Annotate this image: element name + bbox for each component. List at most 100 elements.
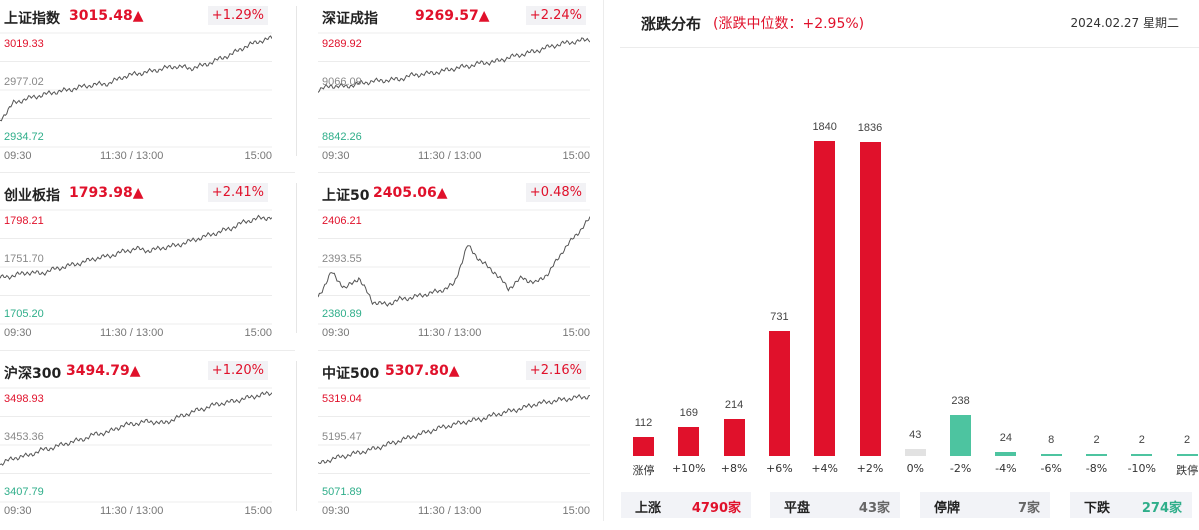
- time-end: 15:00: [244, 150, 272, 162]
- distribution-bar-group[interactable]: 1836 +2%: [848, 60, 893, 480]
- distribution-bar: [1040, 454, 1062, 456]
- distribution-bar-group[interactable]: 1840 +4%: [802, 60, 847, 480]
- time-axis: 09:30 11:30 / 13:00 15:00: [0, 150, 272, 166]
- distribution-bar-group[interactable]: 238 -2%: [938, 60, 983, 480]
- index-value: 1793.98▲: [69, 185, 144, 201]
- chart-high-label: 9289.92: [322, 38, 362, 50]
- index-value: 5307.80▲: [385, 363, 460, 379]
- row-divider: [318, 172, 590, 173]
- distribution-title: 涨跌分布: [641, 15, 702, 33]
- time-start: 09:30: [4, 150, 32, 162]
- row-divider: [0, 350, 295, 351]
- chart-high-label: 5319.04: [322, 393, 362, 405]
- chart-low-label: 5071.89: [322, 486, 362, 498]
- summary-down: 下跌 274家: [1070, 492, 1192, 518]
- index-change-badge: +1.20%: [207, 361, 268, 380]
- row-divider: [318, 350, 590, 351]
- chart-low-label: 3407.79: [4, 486, 44, 498]
- chart-high-label: 3498.93: [4, 393, 44, 405]
- bar-category-label: +2%: [856, 462, 884, 475]
- chart-mid-label: 2393.55: [322, 253, 362, 265]
- distribution-bar: [768, 330, 790, 456]
- chart-low-label: 1705.20: [4, 308, 44, 320]
- distribution-bar-group[interactable]: 8 -6%: [1029, 60, 1074, 480]
- time-mid: 11:30 / 13:00: [418, 327, 482, 339]
- bar-value-label: 214: [724, 399, 744, 412]
- time-start: 09:30: [4, 327, 32, 339]
- chart-mid-label: 2977.02: [4, 76, 44, 88]
- index-price-line: [318, 216, 590, 307]
- distribution-bar-group[interactable]: 2 -8%: [1074, 60, 1119, 480]
- distribution-median: (涨跌中位数：+2.95%): [713, 16, 865, 32]
- distribution-bar-group[interactable]: 214 +8%: [712, 60, 757, 480]
- bar-category-label: +4%: [811, 462, 839, 475]
- index-price-line: [318, 37, 590, 93]
- bar-category-label: 0%: [906, 462, 925, 475]
- chart-mid-label: 3453.36: [4, 431, 44, 443]
- bar-category-label: 涨停: [632, 464, 655, 477]
- index-change-badge: +1.29%: [207, 6, 268, 25]
- index-name: 创业板指: [4, 188, 60, 204]
- index-value: 9269.57▲: [415, 8, 490, 24]
- row-divider: [0, 172, 295, 173]
- index-panel-sz[interactable]: 深证成指 9269.57▲ +2.24% 9289.92 9066.09 884…: [318, 0, 590, 175]
- distribution-bar-group[interactable]: 24 -4%: [983, 60, 1028, 480]
- column-divider: [296, 361, 297, 511]
- distribution-bar: [633, 436, 654, 456]
- time-mid: 11:30 / 13:00: [100, 150, 164, 162]
- distribution-bar-group[interactable]: 43 0%: [893, 60, 938, 480]
- index-panel-zz500[interactable]: 中证500 5307.80▲ +2.16% 5319.04 5195.47 50…: [318, 355, 590, 530]
- index-name: 上证指数: [4, 11, 60, 27]
- time-mid: 11:30 / 13:00: [418, 150, 482, 162]
- distribution-bar: [904, 448, 926, 456]
- index-value: 3015.48▲: [69, 8, 144, 24]
- index-panel-hs300[interactable]: 沪深300 3494.79▲ +1.20% 3498.93 3453.36 34…: [0, 355, 272, 530]
- section-divider: [603, 0, 604, 521]
- index-panel-sz50[interactable]: 上证50 2405.06▲ +0.48% 2406.21 2393.55 238…: [318, 177, 590, 352]
- bar-category-label: 跌停: [1176, 464, 1199, 477]
- summary-label: 上涨: [635, 501, 662, 516]
- column-divider: [296, 6, 297, 156]
- index-change-badge: +2.16%: [525, 361, 586, 380]
- index-panel-sh[interactable]: 上证指数 3015.48▲ +1.29% 3019.33 2977.02 293…: [0, 0, 272, 175]
- time-axis: 09:30 11:30 / 13:00 15:00: [0, 505, 272, 521]
- time-end: 15:00: [562, 150, 590, 162]
- distribution-bar: [1131, 454, 1153, 456]
- chart-low-label: 8842.26: [322, 131, 362, 143]
- distribution-bar: [1086, 454, 1107, 456]
- distribution-bar: [814, 141, 836, 456]
- intraday-chart: [0, 387, 272, 503]
- summary-label: 下跌: [1084, 501, 1111, 516]
- bar-category-label: -6%: [1040, 462, 1062, 475]
- distribution-bar-group[interactable]: 112 涨停: [621, 60, 666, 480]
- time-end: 15:00: [244, 505, 272, 517]
- distribution-bar-group[interactable]: 2 跌停: [1165, 60, 1199, 480]
- chart-mid-label: 1751.70: [4, 253, 44, 265]
- distribution-bar: [678, 427, 700, 456]
- distribution-bar-group[interactable]: 731 +6%: [757, 60, 802, 480]
- bar-value-label: 2: [1138, 434, 1145, 446]
- bar-category-label: -2%: [949, 462, 972, 475]
- bar-value-label: 169: [679, 407, 698, 420]
- distribution-bar-group[interactable]: 169 +10%: [666, 60, 711, 480]
- index-change-badge: +0.48%: [525, 183, 586, 202]
- index-value: 3494.79▲: [66, 363, 141, 379]
- time-mid: 11:30 / 13:00: [100, 505, 164, 517]
- index-name: 沪深300: [4, 366, 62, 382]
- chart-mid-label: 5195.47: [322, 431, 362, 443]
- intraday-chart: [0, 32, 272, 148]
- index-price-line: [0, 214, 272, 280]
- summary-label: 平盘: [784, 501, 811, 516]
- index-panel-cyb[interactable]: 创业板指 1793.98▲ +2.41% 1798.21 1751.70 170…: [0, 177, 272, 352]
- distribution-date: 2024.02.27 星期二: [1070, 16, 1179, 30]
- summary-value: 43家: [858, 501, 890, 516]
- time-end: 15:00: [562, 505, 590, 517]
- bar-value-label: 24: [999, 431, 1013, 444]
- time-axis: 09:30 11:30 / 13:00 15:00: [318, 327, 590, 343]
- bar-category-label: +10%: [671, 462, 706, 475]
- index-name: 中证500: [322, 366, 380, 382]
- column-divider: [296, 183, 297, 333]
- summary-suspended: 停牌 7家: [920, 492, 1050, 518]
- distribution-bar-group[interactable]: 2 -10%: [1119, 60, 1164, 480]
- distribution-bar: [995, 451, 1017, 456]
